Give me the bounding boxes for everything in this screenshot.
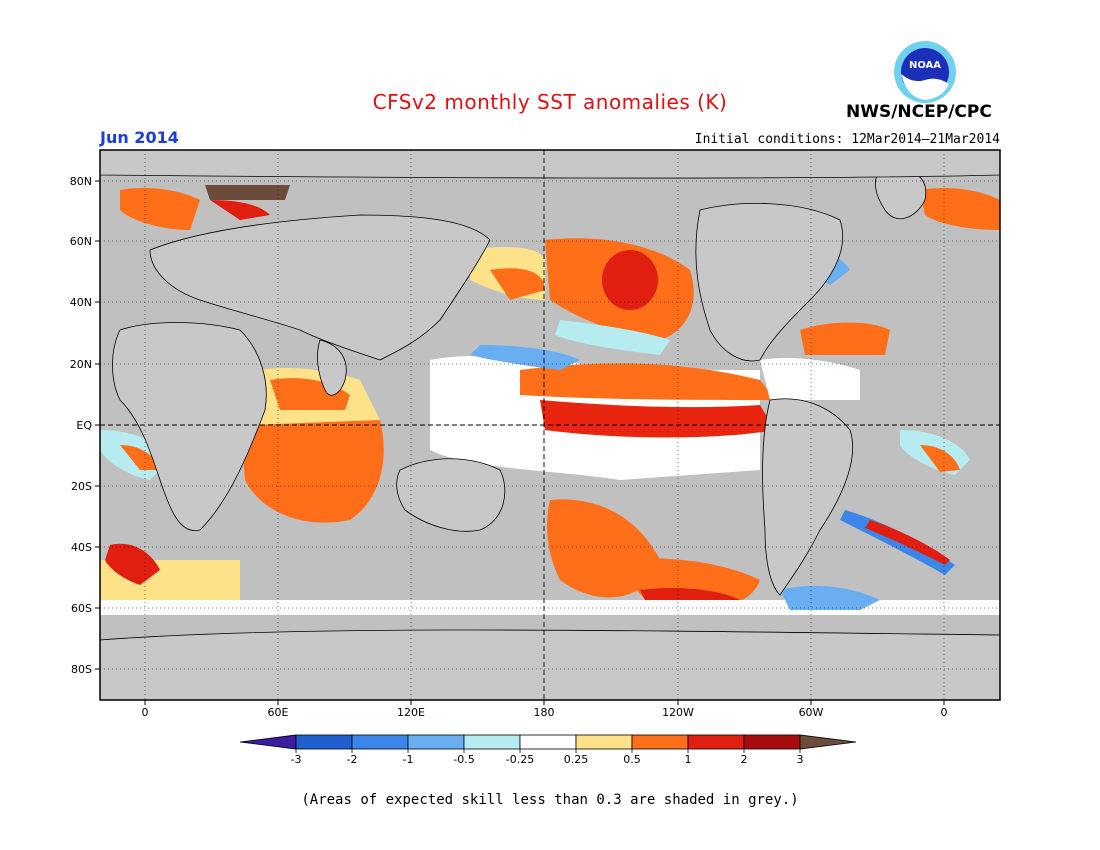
- colorbar-label: -1: [403, 753, 414, 766]
- lat-label: EQ: [76, 419, 92, 432]
- map-title: CFSv2 monthly SST anomalies (K): [372, 90, 728, 114]
- colorbar-label: -2: [347, 753, 358, 766]
- colorbar-bin: [463, 734, 521, 750]
- latitude-labels: 80N 60N 40N 20N EQ 20S 40S 60S 80S: [70, 175, 93, 676]
- lat-label: 20N: [70, 358, 92, 371]
- lon-label: 0: [941, 706, 948, 719]
- logo-text: NOAA: [909, 60, 941, 71]
- colorbar-label: 0.25: [564, 753, 589, 766]
- colorbar-bin: [687, 734, 745, 750]
- colorbar-bin: [631, 734, 689, 750]
- skill-footnote: (Areas of expected skill less than 0.3 a…: [301, 792, 799, 808]
- colorbar-end-low: [239, 734, 297, 750]
- colorbar-label: -0.25: [506, 753, 534, 766]
- lat-label: 80S: [71, 663, 92, 676]
- initial-conditions: Initial conditions: 12Mar2014–21Mar2014: [694, 132, 1000, 147]
- longitude-labels: 0 60E 120E 180 120W 60W 0: [142, 706, 948, 719]
- lat-label: 40N: [70, 296, 92, 309]
- graticule: [95, 150, 1000, 705]
- forecast-month: Jun 2014: [100, 128, 179, 147]
- colorbar-bin: [407, 734, 465, 750]
- noaa-logo: NOAA: [893, 40, 957, 104]
- lon-label: 60E: [268, 706, 289, 719]
- lon-label: 60W: [799, 706, 824, 719]
- colorbar-label: 1: [685, 753, 692, 766]
- colorbar-label: 2: [741, 753, 748, 766]
- lat-label: 20S: [71, 480, 92, 493]
- lat-label: 60N: [70, 235, 92, 248]
- colorbar-end-high: [799, 734, 857, 750]
- colorbar-bin: [351, 734, 409, 750]
- lon-label: 180: [534, 706, 555, 719]
- lat-label: 80N: [70, 175, 92, 188]
- colorbar-bin: [295, 734, 353, 750]
- lat-label: 60S: [71, 602, 92, 615]
- lon-label: 120E: [397, 706, 425, 719]
- agency-label: NWS/NCEP/CPC: [846, 102, 992, 122]
- colorbar-label: 0.5: [623, 753, 641, 766]
- colorbar-bin: [519, 734, 577, 750]
- lat-label: 40S: [71, 541, 92, 554]
- land-masses: [100, 150, 1000, 700]
- lon-label: 120W: [662, 706, 694, 719]
- lon-label: 0: [142, 706, 149, 719]
- colorbar-bin: [743, 734, 801, 750]
- colorbar: -3 -2 -1 -0.5 -0.25 0.25 0.5 1 2 3: [239, 734, 857, 766]
- colorbar-label: -3: [291, 753, 302, 766]
- colorbar-label: 3: [797, 753, 804, 766]
- colorbar-bin: [575, 734, 633, 750]
- colorbar-label: -0.5: [453, 753, 474, 766]
